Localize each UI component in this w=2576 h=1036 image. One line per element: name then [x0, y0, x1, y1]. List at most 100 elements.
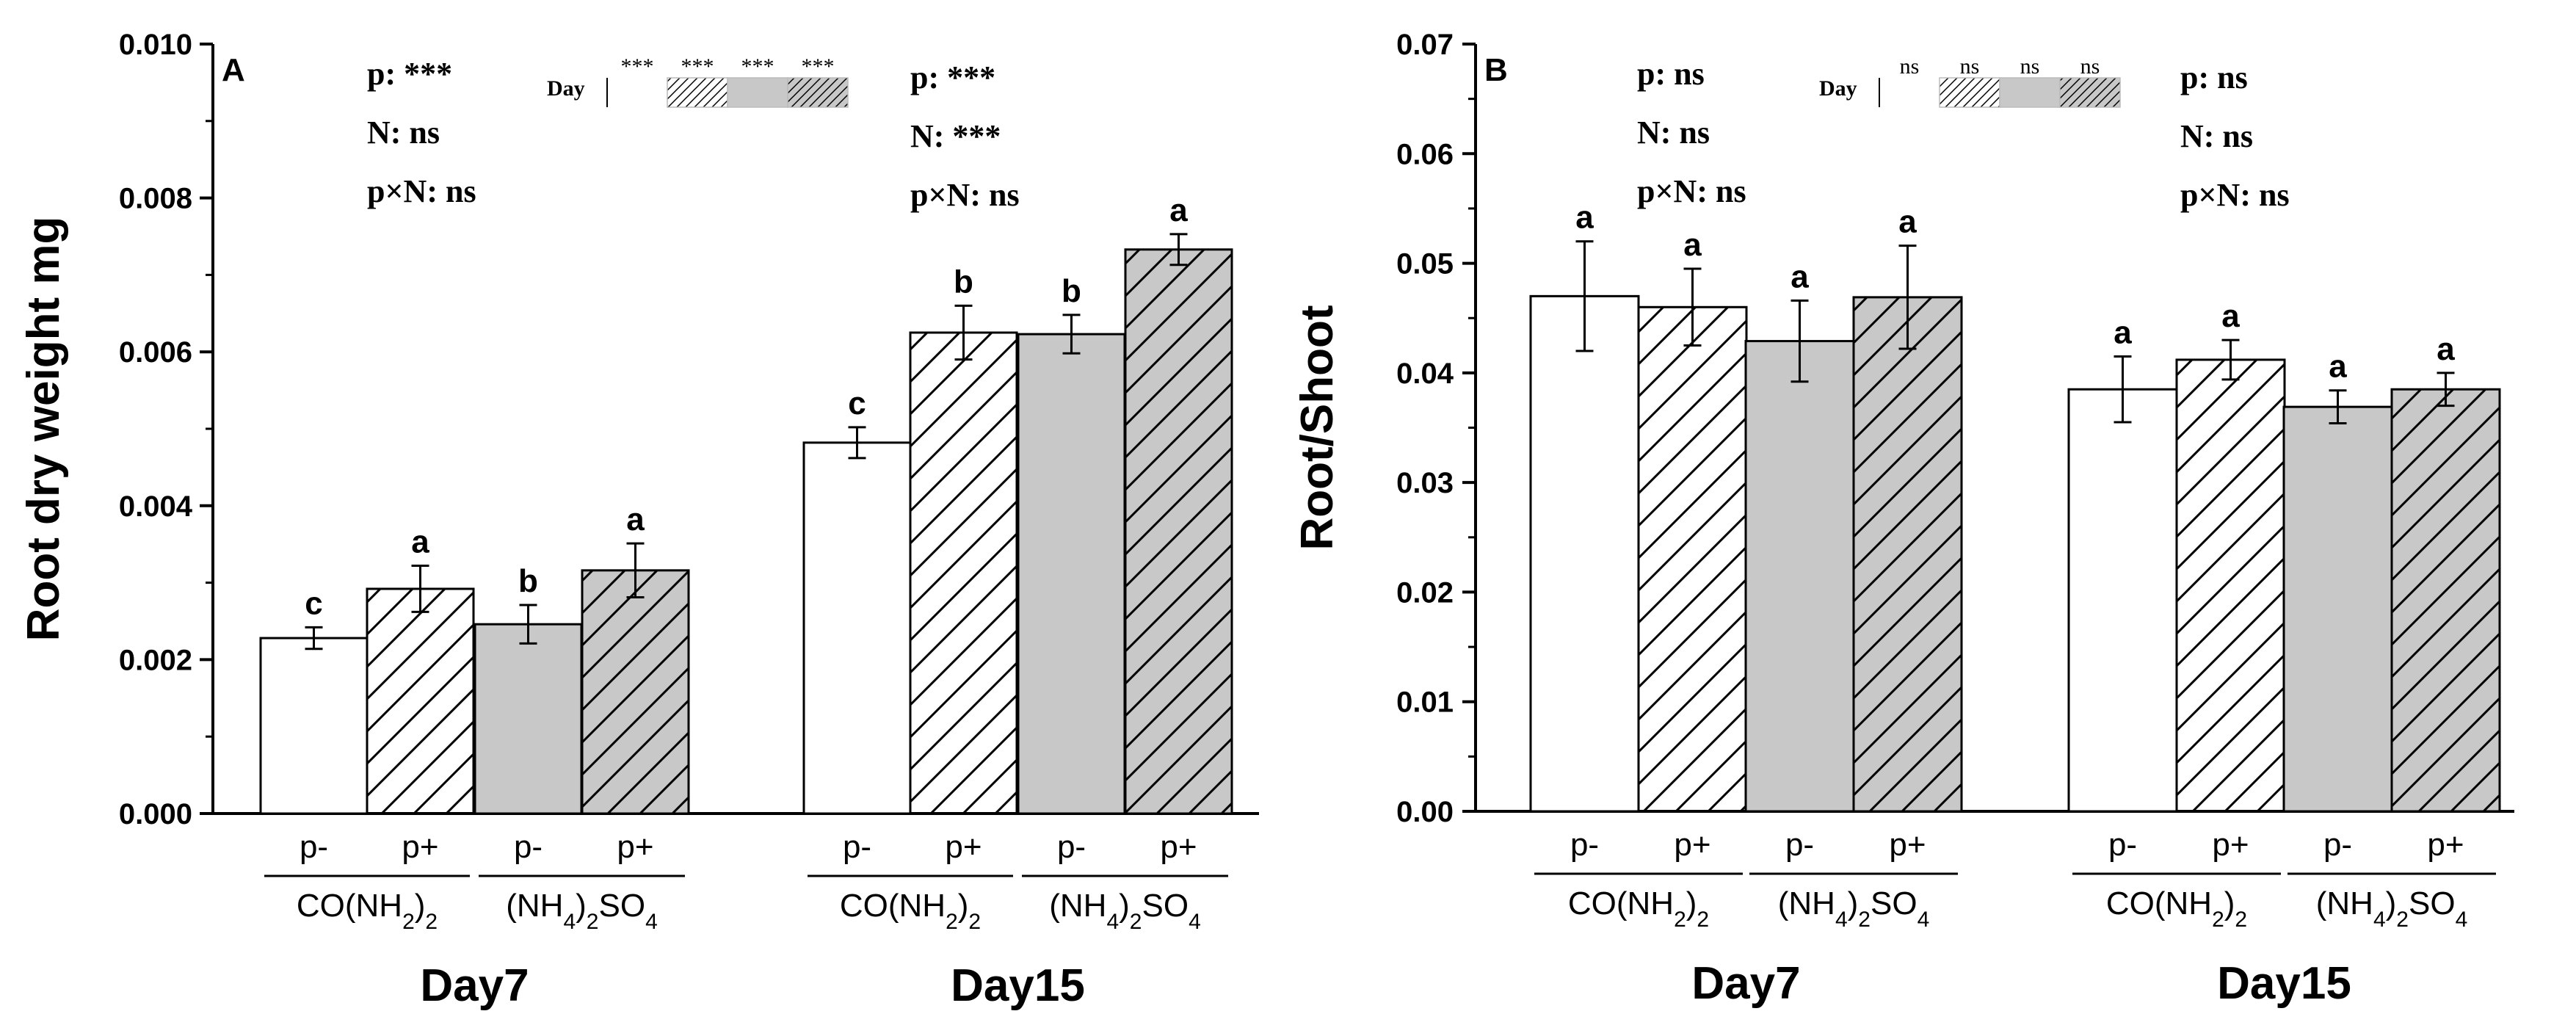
n-source-label: (NH4)2SO4 [1049, 888, 1201, 934]
y-axis-title: Root dry weight mg [18, 217, 69, 642]
stat-line: N: ns [367, 115, 440, 151]
y-tick-label: 0.008 [119, 183, 192, 215]
n-source-label: (NH4)2SO4 [506, 888, 658, 934]
significance-letter: a [2114, 314, 2132, 350]
significance-letter: a [2329, 349, 2347, 385]
panel-label: B [1484, 52, 1508, 88]
bar [366, 587, 475, 815]
significance-letter: a [1898, 204, 1917, 240]
x-tick-label: p- [514, 829, 543, 865]
y-tick-label: 0.01 [1396, 687, 1454, 719]
significance-letter: a [1790, 258, 1809, 294]
bar [1852, 296, 1963, 813]
y-tick-label: 0.000 [119, 798, 192, 830]
x-tick-label: p+ [1889, 827, 1926, 863]
n-source-label: CO(NH2)2 [2106, 885, 2247, 932]
y-tick-label: 0.006 [119, 336, 192, 369]
legend-swatch [1939, 77, 2000, 108]
legend-swatch [787, 77, 849, 108]
panel-label: A [222, 52, 245, 88]
day-legend-label: Day [547, 76, 585, 101]
significance-letter: a [626, 501, 645, 537]
x-tick-label: p+ [402, 829, 438, 865]
n-source-label: (NH4)2SO4 [2316, 885, 2468, 932]
legend-mark: *** [621, 54, 654, 79]
significance-letter: a [1683, 227, 1702, 263]
legend-swatch [2059, 77, 2121, 108]
legend-mark: ns [1960, 54, 1980, 79]
legend-mark: *** [681, 54, 714, 79]
bar [909, 331, 1018, 815]
legend-mark: ns [1900, 54, 1920, 79]
stat-line: p×N: ns [367, 173, 476, 209]
chart-root-dry-weight: 0.000 0.002 0.004 0.006 0.008 0.010 Root dry w… [18, 29, 1259, 1011]
stat-line: N: ns [1637, 115, 1710, 151]
significance-letter: a [1169, 192, 1188, 228]
y-tick-label: 0.07 [1396, 29, 1454, 61]
stat-line: p×N: ns [1637, 173, 1746, 209]
group-label: Day7 [1691, 958, 1800, 1009]
day-legend: Day *** *** *** *** [547, 54, 849, 108]
bar [2175, 358, 2286, 813]
bar [1637, 305, 1748, 813]
chart-root-shoot-ratio: 0.00 0.01 0.02 0.03 0.04 0.05 0.06 0.07 Root/Sho… [1292, 29, 2514, 1009]
x-tick-label: p+ [1160, 829, 1197, 865]
x-tick-label: p- [2323, 827, 2352, 863]
legend-swatch [727, 77, 788, 108]
significance-letter: c [848, 385, 866, 421]
significance-letter: b [1062, 273, 1081, 309]
legend-mark: *** [802, 54, 835, 79]
n-source-label: CO(NH2)2 [840, 888, 981, 934]
y-tick-label: 0.03 [1396, 467, 1454, 499]
stat-line: p: ns [1637, 56, 1705, 92]
bar [2067, 388, 2178, 813]
stat-line: p: ns [2180, 59, 2248, 95]
legend-swatch [1999, 77, 2061, 108]
bar [1017, 333, 1126, 815]
stat-line: N: *** [910, 118, 1001, 154]
x-tick-label: p- [843, 829, 871, 865]
y-tick-label: 0.002 [119, 644, 192, 676]
y-tick-label: 0.004 [119, 490, 193, 523]
day-legend-label: Day [1819, 76, 1857, 101]
bar [1124, 248, 1233, 815]
day-legend: Day ns ns ns ns [1819, 54, 2121, 108]
legend-mark: ns [2020, 54, 2040, 79]
stat-line: p: *** [910, 59, 995, 95]
x-tick-label: p+ [1674, 827, 1710, 863]
n-source-label: (NH4)2SO4 [1778, 885, 1930, 932]
stat-line: p: *** [367, 56, 452, 92]
significance-letter: b [518, 563, 538, 599]
stat-line: p×N: ns [2180, 177, 2290, 213]
bar [581, 569, 690, 815]
y-tick-label: 0.04 [1396, 358, 1454, 390]
significance-letter: a [2221, 298, 2240, 334]
bar [2282, 405, 2393, 813]
x-tick-label: p- [300, 829, 328, 865]
bar [1529, 294, 1640, 813]
significance-letter: a [2437, 331, 2455, 367]
n-source-label: CO(NH2)2 [1568, 885, 1709, 932]
y-tick-label: 0.010 [119, 29, 192, 61]
legend-mark: *** [741, 54, 774, 79]
x-tick-label: p- [1785, 827, 1814, 863]
y-tick-label: 0.06 [1396, 138, 1454, 170]
group-label: Day7 [420, 960, 529, 1011]
bar [802, 441, 912, 815]
x-tick-label: p+ [2212, 827, 2249, 863]
bar [259, 637, 369, 815]
bar [1744, 340, 1855, 813]
group-label: Day15 [951, 960, 1085, 1011]
bar [2390, 388, 2501, 813]
y-tick-label: 0.05 [1396, 248, 1454, 280]
x-tick-label: p- [1057, 829, 1086, 865]
x-tick-label: p+ [617, 829, 653, 865]
significance-letter: a [411, 524, 429, 560]
legend-swatch [667, 77, 728, 108]
y-axis-title: Root/Shoot [1292, 305, 1343, 550]
significance-letter: a [1575, 200, 1594, 236]
group-label: Day15 [2217, 958, 2351, 1009]
n-source-label: CO(NH2)2 [297, 888, 438, 934]
y-tick-label: 0.02 [1396, 576, 1454, 609]
